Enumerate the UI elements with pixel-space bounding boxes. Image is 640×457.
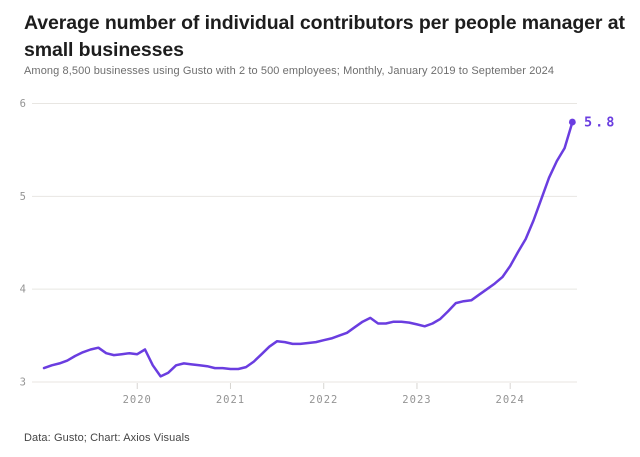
x-axis-label-2024: 2024 xyxy=(496,394,525,406)
endpoint-dot xyxy=(568,118,576,126)
data-line xyxy=(42,120,574,378)
page-title: Average number of individual contributor… xyxy=(24,10,630,64)
x-axis-label-2023: 2023 xyxy=(402,394,431,406)
y-axis-label-4: 4 xyxy=(20,284,27,296)
page-title-line-2: small businesses xyxy=(24,39,184,61)
y-axis-label-5: 5 xyxy=(20,191,27,203)
x-axis-label-2020: 2020 xyxy=(123,394,152,406)
chart-subtitle: Among 8,500 businesses using Gusto with … xyxy=(24,65,555,77)
y-axis-label-3: 3 xyxy=(20,377,27,389)
source-credit: Data: Gusto; Chart: Axios Visuals xyxy=(24,432,190,444)
x-axis-label-2022: 2022 xyxy=(309,394,338,406)
page-title-line-1: Average number of individual contributor… xyxy=(24,12,625,34)
end-value-label: 5.8 xyxy=(584,115,617,131)
y-axis-label-6: 6 xyxy=(20,98,27,110)
x-axis-label-2021: 2021 xyxy=(216,394,245,406)
